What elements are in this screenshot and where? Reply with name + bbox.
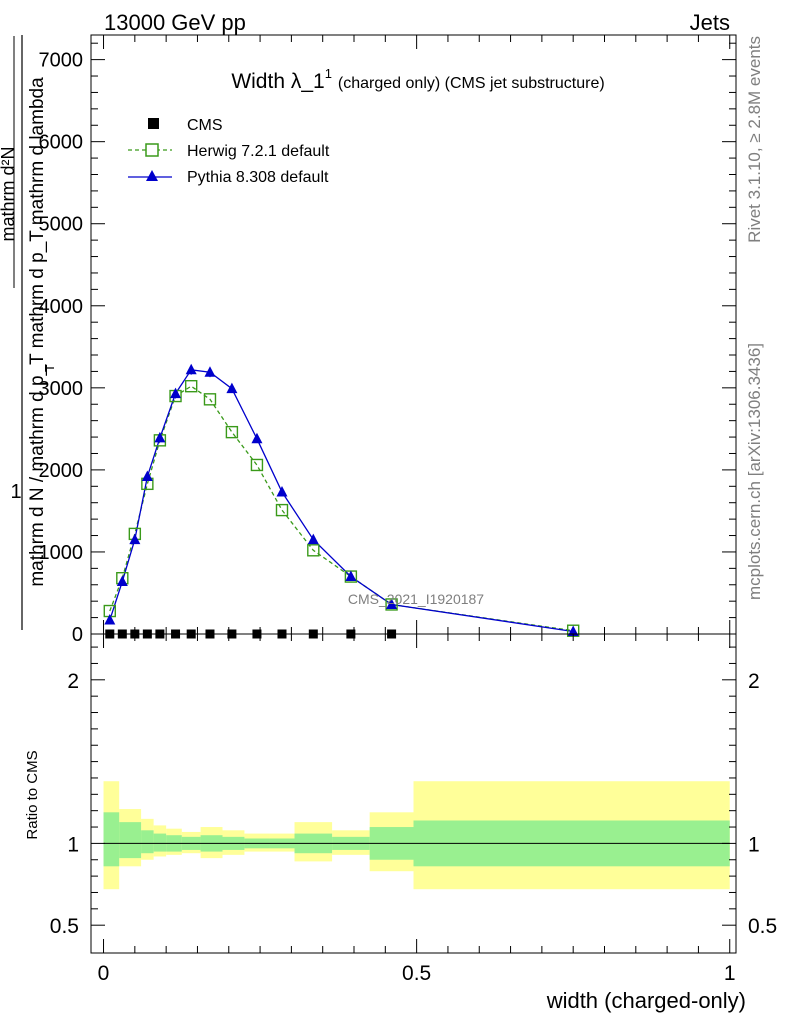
main-ytick-label: 7000 xyxy=(39,50,84,72)
pythia-point xyxy=(567,625,579,637)
watermark: CMS_2021_I1920187 xyxy=(348,591,484,607)
main-ylabel-subscript: T xyxy=(42,364,57,372)
legend-herwig-label: Herwig 7.2.1 default xyxy=(187,143,330,160)
ratio-panel-ticks: 0.5 0.5 1 1 2 2 0 0.5 1 xyxy=(50,634,777,985)
pythia-point xyxy=(307,533,319,545)
main-panel-series xyxy=(103,363,580,639)
pythia-point xyxy=(276,486,288,497)
legend-herwig-marker xyxy=(145,143,159,157)
pythia-point xyxy=(204,366,216,377)
legend-cms-marker xyxy=(148,118,159,129)
pythia-point xyxy=(104,614,116,625)
ratio-band-inner xyxy=(103,812,120,867)
legend-pythia-marker xyxy=(146,170,158,181)
pythia-point xyxy=(170,387,182,399)
pythia-point xyxy=(251,432,263,444)
main-ytick-label: 3000 xyxy=(39,378,84,400)
main-ytick-label: 4000 xyxy=(39,296,84,318)
ratio-band-inner xyxy=(153,833,167,852)
herwig-point xyxy=(275,503,289,517)
svg-text:Width λ_11(charged only) (CMS: Width λ_11 (charged only) (CMS jet substr… xyxy=(231,66,604,93)
herwig-point xyxy=(250,458,264,472)
ratio-ylabel: Ratio to CMS xyxy=(24,750,41,839)
pythia-point xyxy=(154,431,166,443)
header-right: Jets xyxy=(690,10,730,35)
header-left: 13000 GeV pp xyxy=(104,10,246,35)
ratio-xlabel: width (charged-only) xyxy=(546,988,746,1013)
chart-title-sup: 1 xyxy=(325,66,332,81)
chart-title-main: Width λ_1 xyxy=(231,70,324,93)
ratio-ytick-label-right: 0.5 xyxy=(748,915,777,938)
ratio-ytick-label: 0.5 xyxy=(50,915,79,938)
main-ylabel: 1 mathrm d N / mathrm d p_T mathrm d p_T… xyxy=(0,35,57,630)
main-ylabel-denominator: mathrm d N / mathrm d p_T mathrm d p_T m… xyxy=(27,77,48,587)
main-ylabel-one: 1 xyxy=(10,481,21,503)
ratio-ytick-label-right: 1 xyxy=(748,833,760,856)
pythia-point xyxy=(345,570,357,582)
ratio-band-inner xyxy=(119,822,142,859)
main-ytick-label: 6000 xyxy=(39,132,84,154)
main-ytick-label: 1000 xyxy=(39,542,84,564)
ratio-xtick-label: 0 xyxy=(98,962,110,985)
ratio-xtick-label: 0.5 xyxy=(402,962,431,985)
ratio-band-inner xyxy=(141,830,154,854)
main-ytick-label: 5000 xyxy=(39,214,84,236)
legend-pythia-label: Pythia 8.308 default xyxy=(187,169,329,186)
ratio-ytick-label: 2 xyxy=(67,670,79,693)
legend-cms-label: CMS xyxy=(187,117,223,134)
chart-title-rest: (charged only) (CMS jet substructure) xyxy=(338,75,605,92)
ratio-ytick-label: 1 xyxy=(67,833,79,856)
herwig-point xyxy=(307,544,320,557)
rivet-label: Rivet 3.1.10, ≥ 2.8M events xyxy=(745,36,764,243)
pythia-line xyxy=(109,369,574,633)
chart-title: Width λ_11 (charged only) (CMS jet substr… xyxy=(231,66,604,93)
pythia-point xyxy=(386,598,398,609)
pythia-point xyxy=(129,533,141,545)
ratio-ytick-label-right: 2 xyxy=(748,670,760,693)
main-ylabel-numerator: mathrm d²N xyxy=(0,146,18,241)
main-panel-ticks: 0 1000 2000 3000 4000 5000 6000 7000 xyxy=(39,35,736,646)
pythia-point xyxy=(226,382,238,394)
legend: CMS Herwig 7.2.1 default Pythia 8.308 de… xyxy=(128,117,330,186)
herwig-point xyxy=(203,393,217,406)
mcplots-label: mcplots.cern.ch [arXiv:1306.3436] xyxy=(745,343,764,600)
herwig-point xyxy=(225,425,239,439)
main-ytick-label: 0 xyxy=(72,624,83,646)
ratio-panel-bands xyxy=(103,781,730,890)
pythia-point xyxy=(185,363,197,375)
main-ytick-label: 2000 xyxy=(39,460,84,482)
pythia-point xyxy=(141,470,153,481)
ratio-panel-frame xyxy=(90,633,737,954)
pythia-point xyxy=(116,575,128,586)
herwig-point xyxy=(184,379,198,393)
herwig-line xyxy=(109,385,574,632)
ratio-xtick-label: 1 xyxy=(724,962,736,985)
